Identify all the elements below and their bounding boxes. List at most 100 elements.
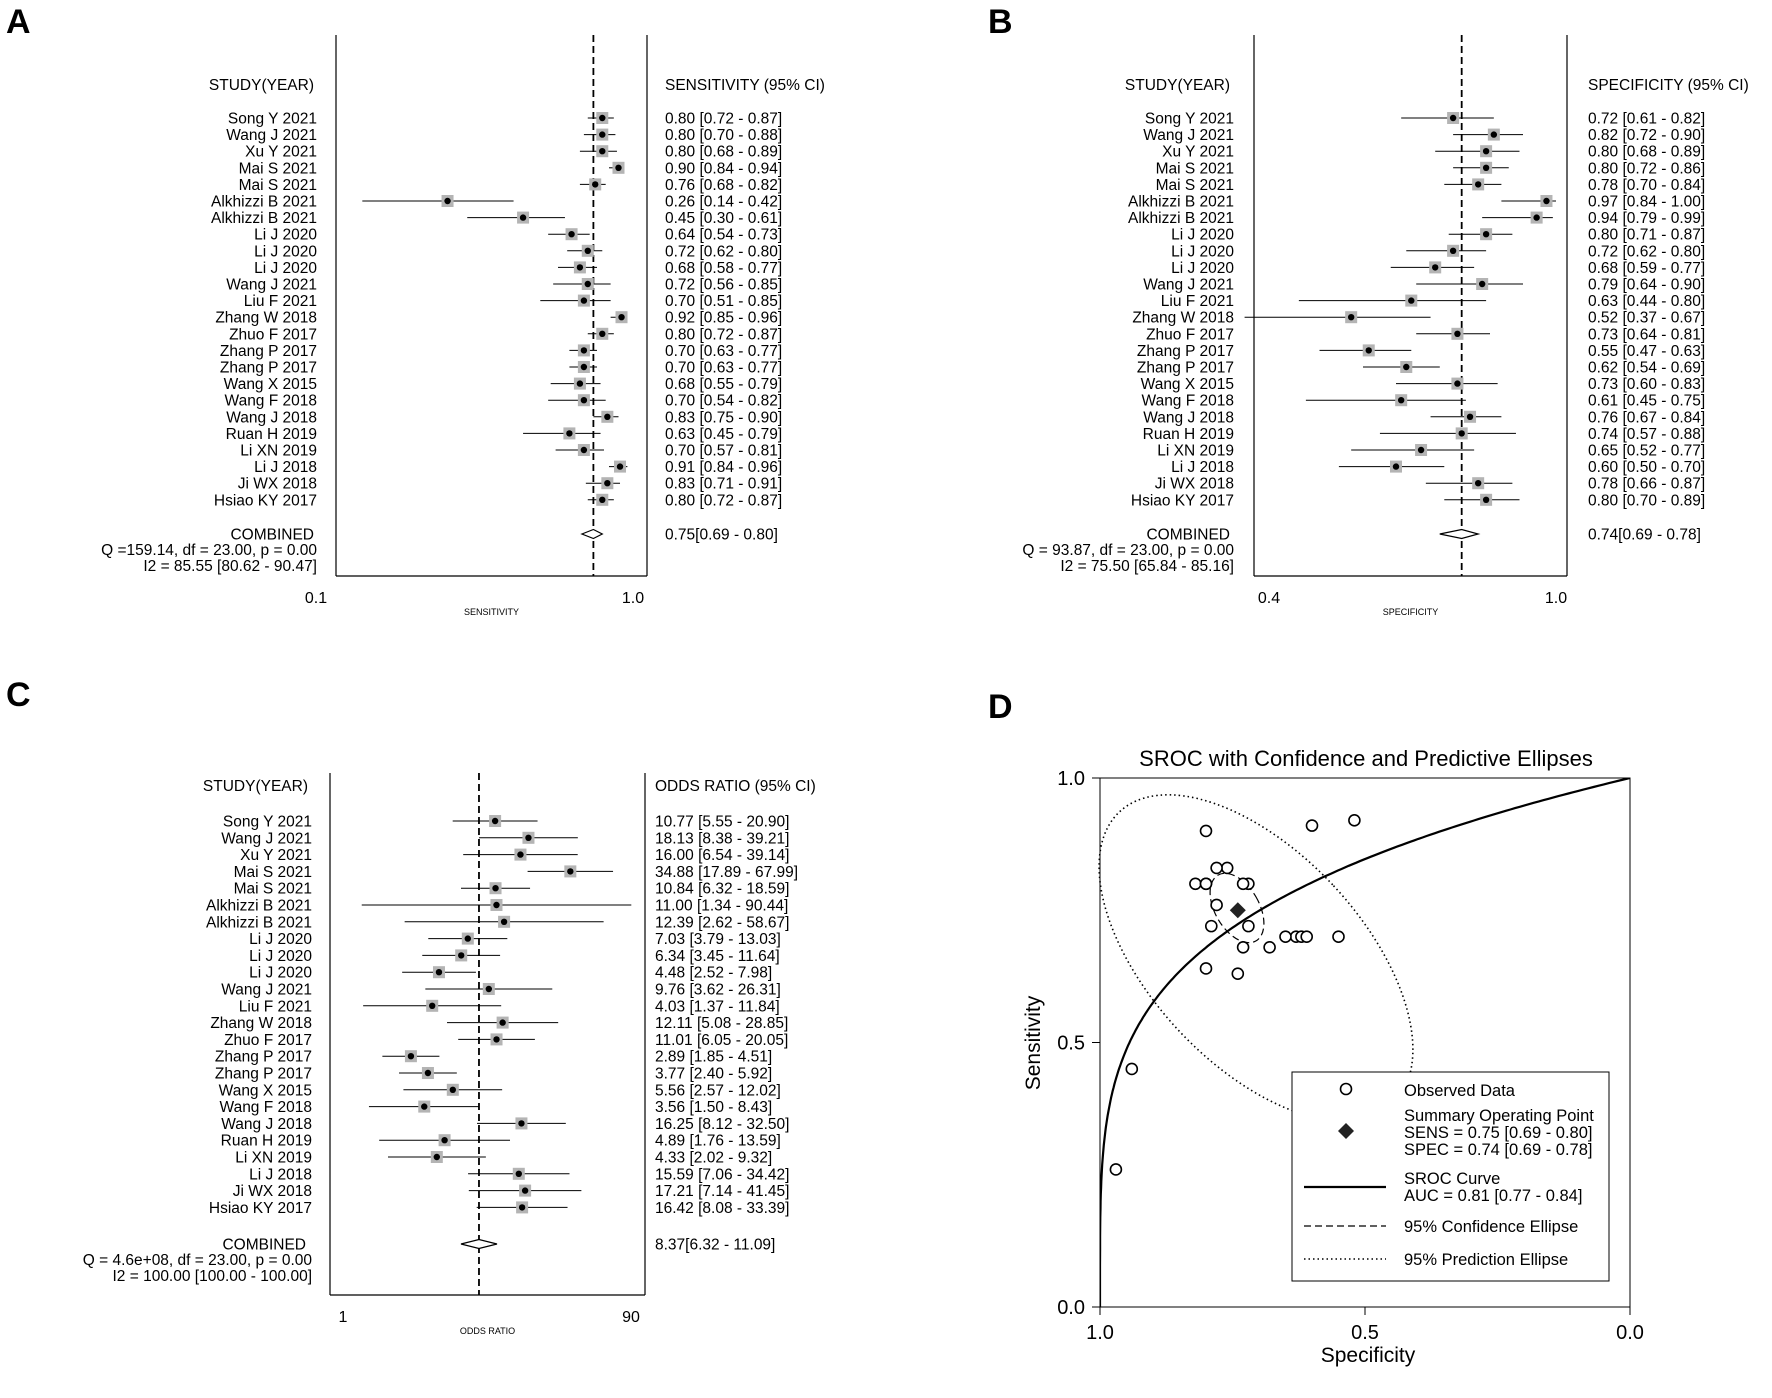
study-label: Wang F 2018 bbox=[1142, 393, 1234, 410]
study-label: Mai S 2021 bbox=[239, 177, 317, 194]
ci-value: 0.63 [0.44 - 0.80] bbox=[1588, 293, 1705, 310]
ci-value: 0.72 [0.62 - 0.80] bbox=[1588, 243, 1705, 260]
point-estimate bbox=[491, 817, 499, 825]
heterogeneity-i2: I2 = 75.50 [65.84 - 85.16] bbox=[1060, 558, 1234, 575]
ci-value: 34.88 [17.89 - 67.99] bbox=[655, 864, 798, 881]
combined-diamond bbox=[1439, 528, 1481, 540]
study-label: Zhang P 2017 bbox=[215, 1049, 312, 1066]
sroc-title: SROC with Confidence and Predictive Elli… bbox=[1139, 746, 1593, 771]
panel-label-c: C bbox=[6, 676, 31, 714]
legend-summary-marker bbox=[1338, 1123, 1354, 1139]
study-label: Li J 2020 bbox=[1171, 260, 1234, 277]
heterogeneity-q: Q =159.14, df = 23.00, p = 0.00 bbox=[101, 542, 317, 559]
observed-point bbox=[1236, 940, 1250, 954]
study-label: Wang J 2018 bbox=[1143, 409, 1234, 426]
study-label: Li J 2020 bbox=[249, 948, 312, 965]
study-label: Liu F 2021 bbox=[239, 998, 312, 1015]
point-estimate bbox=[1466, 413, 1474, 420]
point-estimate bbox=[1449, 247, 1457, 254]
point-estimate bbox=[441, 1137, 448, 1144]
study-header: STUDY(YEAR) bbox=[209, 77, 314, 94]
point-estimate bbox=[517, 851, 524, 858]
ci-value: 11.01 [6.05 - 20.05] bbox=[655, 1032, 788, 1049]
study-label: Ji WX 2018 bbox=[1155, 476, 1234, 493]
point-estimate bbox=[1478, 280, 1486, 288]
ci-value: 0.72 [0.62 - 0.80] bbox=[665, 243, 782, 260]
study-label: Xu Y 2021 bbox=[1162, 144, 1234, 161]
observed-point bbox=[1242, 919, 1255, 933]
study-label: Liu F 2021 bbox=[244, 293, 317, 310]
ci-value: 0.80 [0.68 - 0.89] bbox=[1588, 144, 1705, 161]
ci-value: 5.56 [2.57 - 12.02] bbox=[655, 1082, 781, 1099]
point-estimate bbox=[576, 264, 584, 271]
point-estimate bbox=[435, 969, 443, 976]
study-label: Wang J 2021 bbox=[1143, 127, 1234, 144]
observed-point bbox=[1332, 930, 1345, 944]
point-estimate bbox=[1474, 480, 1482, 487]
study-label: Li J 2020 bbox=[254, 227, 317, 244]
ci-value: 0.82 [0.72 - 0.90] bbox=[1588, 127, 1705, 144]
ci-value: 0.63 [0.45 - 0.79] bbox=[665, 426, 782, 443]
legend-box bbox=[1291, 1071, 1610, 1282]
ci-value: 10.77 [5.55 - 20.90] bbox=[655, 814, 789, 831]
point-estimate bbox=[599, 114, 606, 122]
point-estimate bbox=[1474, 181, 1482, 188]
point-estimate bbox=[1392, 463, 1400, 470]
point-estimate bbox=[1365, 347, 1372, 354]
point-estimate bbox=[433, 1153, 441, 1161]
observed-point bbox=[1220, 861, 1234, 875]
study-label: Zhuo F 2017 bbox=[1146, 326, 1234, 343]
study-label: Alkhizzi B 2021 bbox=[1128, 194, 1234, 211]
ci-value: 0.80 [0.71 - 0.87] bbox=[1588, 227, 1705, 244]
study-label: Ji WX 2018 bbox=[238, 476, 317, 493]
legend-prediction-label: 95% Prediction Ellipse bbox=[1404, 1251, 1568, 1269]
study-label: Wang J 2021 bbox=[1143, 277, 1234, 294]
study-label: Li J 2018 bbox=[254, 459, 317, 476]
point-estimate bbox=[444, 197, 451, 205]
point-estimate bbox=[1482, 164, 1490, 171]
ci-value: 0.70 [0.63 - 0.77] bbox=[665, 343, 782, 360]
observed-point bbox=[1305, 819, 1319, 832]
point-estimate bbox=[1482, 231, 1490, 238]
ci-value: 0.68 [0.58 - 0.77] bbox=[665, 260, 782, 277]
ci-value: 16.42 [8.08 - 33.39] bbox=[655, 1200, 789, 1217]
point-estimate bbox=[584, 280, 591, 288]
ci-value: 0.62 [0.54 - 0.69] bbox=[1588, 360, 1705, 377]
point-estimate bbox=[493, 1036, 500, 1043]
heterogeneity-q: Q = 93.87, df = 23.00, p = 0.00 bbox=[1022, 542, 1234, 559]
ci-value: 0.97 [0.84 - 1.00] bbox=[1588, 194, 1705, 211]
heterogeneity-i2: I2 = 85.55 [80.62 - 90.47] bbox=[143, 558, 317, 575]
ci-value: 3.56 [1.50 - 8.43] bbox=[655, 1099, 772, 1116]
point-estimate bbox=[493, 901, 500, 909]
study-label: Ji WX 2018 bbox=[233, 1183, 312, 1200]
point-estimate bbox=[616, 463, 624, 470]
ci-value: 0.76 [0.67 - 0.84] bbox=[1588, 409, 1705, 426]
ci-value: 4.03 [1.37 - 11.84] bbox=[655, 998, 780, 1015]
observed-point bbox=[1205, 919, 1218, 933]
ci-value: 0.61 [0.45 - 0.75] bbox=[1588, 393, 1705, 410]
ci-value: 4.33 [2.02 - 9.32] bbox=[655, 1150, 772, 1167]
study-label: Wang J 2021 bbox=[226, 127, 317, 144]
study-label: Ruan H 2019 bbox=[226, 426, 317, 443]
point-estimate bbox=[599, 496, 606, 503]
observed-point bbox=[1236, 877, 1250, 891]
ci-value: 0.80 [0.68 - 0.89] bbox=[665, 144, 782, 161]
point-estimate bbox=[599, 330, 606, 337]
point-estimate bbox=[1403, 363, 1410, 371]
study-label: Li J 2020 bbox=[1171, 227, 1234, 244]
point-estimate bbox=[519, 214, 527, 221]
point-estimate bbox=[1454, 330, 1461, 337]
x-axis-title: ODDS RATIO bbox=[460, 1326, 515, 1336]
study-label: Li XN 2019 bbox=[1157, 443, 1234, 460]
point-estimate bbox=[567, 868, 574, 875]
ci-value: 0.83 [0.75 - 0.90] bbox=[665, 409, 782, 426]
study-label: Li J 2018 bbox=[1171, 459, 1234, 476]
point-estimate bbox=[449, 1086, 457, 1094]
observed-point bbox=[1231, 967, 1245, 981]
heterogeneity-q: Q = 4.6e+08, df = 23.00, p = 0.00 bbox=[83, 1252, 313, 1269]
forest-plot-odds-ratio: STUDY(YEAR) ODDS RATIO (95% CI) Song Y 202… bbox=[83, 773, 816, 1336]
legend-summary-spec: SPEC = 0.74 [0.69 - 0.78] bbox=[1404, 1141, 1593, 1159]
panel-label-d: D bbox=[988, 688, 1013, 726]
x-tick-label: 0.5 bbox=[1351, 1322, 1379, 1344]
study-label: Wang J 2018 bbox=[226, 409, 317, 426]
